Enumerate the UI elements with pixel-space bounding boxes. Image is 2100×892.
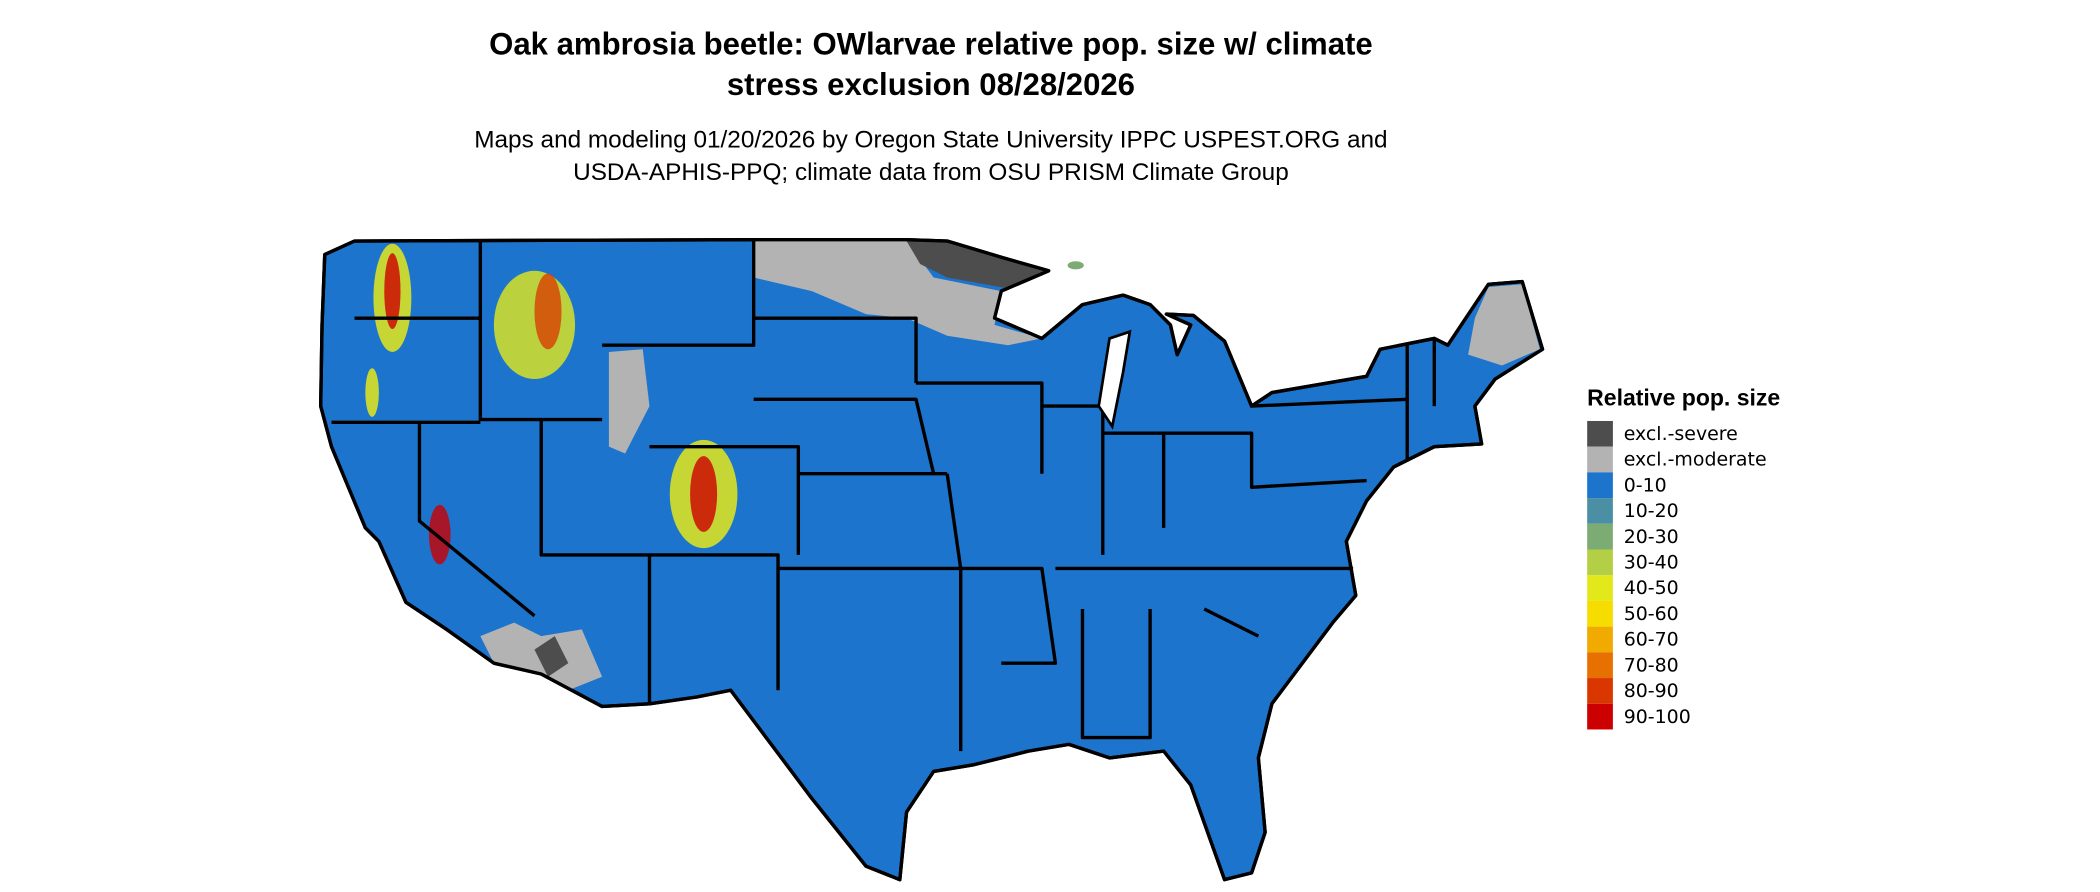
excl-severe-area (906, 241, 1049, 289)
legend-label: 60-70 (1624, 629, 1679, 651)
legend-swatch (1587, 652, 1613, 679)
habitat-patch (493, 270, 576, 380)
habitat-patch (690, 456, 718, 532)
legend-swatch (1587, 472, 1613, 499)
legend-label: 30-40 (1624, 552, 1679, 574)
legend-swatch (1587, 626, 1613, 653)
excl-moderate-area (1468, 284, 1540, 366)
legend-label: 0-10 (1624, 474, 1667, 496)
legend-swatch (1587, 523, 1613, 550)
legend-title: Relative pop. size (1587, 384, 1780, 410)
legend-label: 90-100 (1624, 706, 1691, 728)
excl-moderate-area (608, 349, 650, 454)
map-subtitle: Maps and modeling 01/20/2026 by Oregon S… (474, 126, 1387, 153)
legend-swatch (1587, 498, 1613, 524)
legend-label: 10-20 (1624, 500, 1679, 522)
map-title: Oak ambrosia beetle: OWlarvae relative p… (489, 26, 1373, 61)
legend-label: 50-60 (1624, 603, 1679, 625)
habitat-patch (365, 368, 379, 417)
us-map (318, 237, 1545, 882)
state-borders (331, 239, 1436, 752)
excl-moderate-area (753, 241, 1042, 346)
legend-swatch (1587, 703, 1613, 730)
legend-swatch (1587, 420, 1613, 447)
habitat-patch (384, 253, 401, 329)
legend-swatch (1587, 575, 1613, 601)
map-title: stress exclusion 08/28/2026 (727, 67, 1135, 102)
legend: Relative pop. size excl.-severe excl.-mod… (1587, 384, 1780, 730)
legend-label: excl.-severe (1624, 423, 1738, 445)
habitat-patch (428, 504, 451, 565)
map-subtitle: USDA-APHIS-PPQ; climate data from OSU PR… (573, 159, 1289, 186)
legend-label: 70-80 (1624, 654, 1679, 676)
legend-label: 80-90 (1624, 680, 1679, 702)
great-lakes (1097, 329, 1132, 430)
legend-swatch (1587, 678, 1613, 704)
habitat-patch (1067, 261, 1084, 270)
legend-label: 40-50 (1624, 577, 1679, 599)
legend-swatch (1587, 549, 1613, 576)
legend-label: excl.-moderate (1624, 449, 1767, 471)
habitat-patch (534, 273, 562, 350)
legend-swatch (1587, 600, 1613, 627)
legend-label: 20-30 (1624, 526, 1679, 548)
us-outline (318, 237, 1545, 882)
legend-swatch (1587, 446, 1613, 473)
